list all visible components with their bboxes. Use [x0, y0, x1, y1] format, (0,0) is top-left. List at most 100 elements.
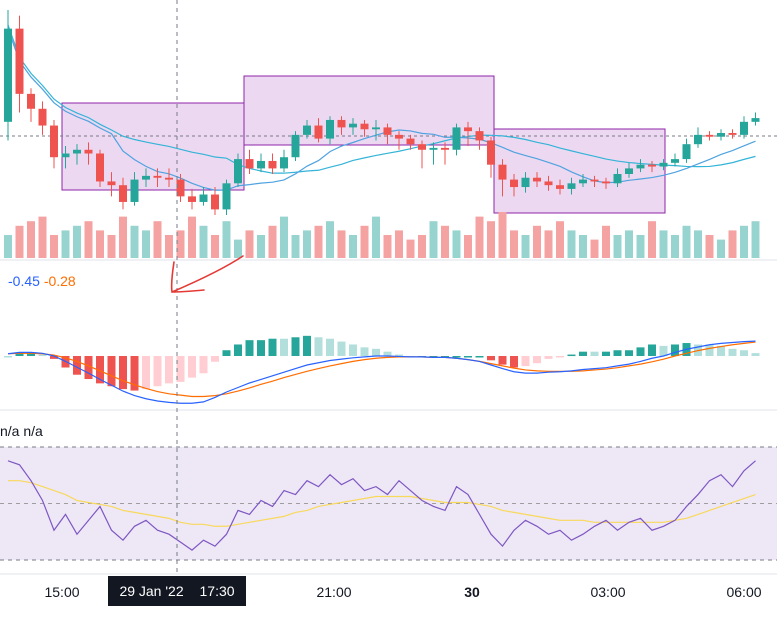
- volume-bar: [740, 225, 748, 258]
- candle[interactable]: [682, 144, 691, 160]
- macd-histogram-bar: [130, 356, 139, 391]
- candle[interactable]: [487, 140, 495, 165]
- candle[interactable]: [234, 159, 242, 184]
- macd-histogram-bar: [521, 356, 530, 367]
- candle[interactable]: [337, 119, 346, 128]
- volume-bar: [648, 221, 656, 258]
- candle[interactable]: [303, 125, 311, 135]
- volume-bar: [521, 235, 530, 258]
- candle[interactable]: [418, 144, 426, 150]
- candle[interactable]: [475, 131, 484, 141]
- candle[interactable]: [199, 194, 208, 202]
- volume-bar: [257, 235, 265, 258]
- candle[interactable]: [15, 28, 24, 94]
- candle[interactable]: [245, 159, 254, 169]
- volume-bar: [96, 230, 104, 258]
- macd-histogram-bar: [659, 345, 668, 356]
- candle[interactable]: [4, 28, 12, 122]
- candle[interactable]: [452, 127, 461, 150]
- candle[interactable]: [498, 164, 507, 180]
- candle[interactable]: [73, 149, 81, 154]
- candle[interactable]: [429, 147, 438, 150]
- candle[interactable]: [142, 175, 150, 180]
- volume-bar: [165, 235, 173, 258]
- candle[interactable]: [360, 123, 369, 130]
- candle[interactable]: [188, 196, 196, 202]
- candle[interactable]: [314, 125, 323, 139]
- candle[interactable]: [544, 181, 553, 186]
- volume-bar: [142, 230, 150, 258]
- range-box[interactable]: [61, 102, 245, 191]
- candle[interactable]: [659, 162, 668, 167]
- candle[interactable]: [648, 164, 656, 167]
- rsi-line: [7, 460, 756, 551]
- macd-histogram-bar: [487, 356, 495, 361]
- candle[interactable]: [280, 157, 288, 169]
- candle[interactable]: [27, 93, 35, 109]
- macd-histogram-bar: [15, 353, 24, 356]
- candle[interactable]: [751, 118, 760, 122]
- macd-histogram-bar: [556, 356, 564, 358]
- candle[interactable]: [694, 134, 702, 145]
- candle[interactable]: [395, 134, 403, 139]
- candle[interactable]: [291, 134, 300, 158]
- range-box[interactable]: [493, 128, 666, 214]
- candle[interactable]: [383, 127, 392, 135]
- candle[interactable]: [521, 177, 530, 188]
- candle[interactable]: [107, 181, 116, 186]
- candle[interactable]: [38, 108, 47, 126]
- candle[interactable]: [211, 194, 219, 210]
- volume-bar: [579, 235, 587, 258]
- candle[interactable]: [441, 147, 449, 150]
- volume-bar: [27, 221, 35, 258]
- candle[interactable]: [153, 175, 162, 178]
- volume-bar: [590, 239, 599, 258]
- candle[interactable]: [119, 185, 127, 202]
- candle[interactable]: [464, 127, 472, 132]
- candle[interactable]: [222, 183, 231, 210]
- candle[interactable]: [705, 134, 714, 137]
- candle[interactable]: [176, 179, 185, 197]
- candle[interactable]: [636, 164, 645, 169]
- rsi-band: [0, 447, 777, 560]
- candle[interactable]: [268, 160, 277, 169]
- macd-histogram-bar: [280, 338, 288, 356]
- candle[interactable]: [671, 159, 679, 163]
- annotation-arrow[interactable]: [170, 255, 244, 293]
- candle[interactable]: [590, 179, 599, 182]
- macd-histogram-bar: [234, 344, 242, 356]
- time-axis-tick: 06:00: [726, 584, 762, 600]
- candle[interactable]: [510, 179, 518, 188]
- candle[interactable]: [556, 185, 564, 189]
- candle[interactable]: [165, 177, 173, 180]
- candle[interactable]: [372, 127, 380, 130]
- candle[interactable]: [567, 183, 576, 189]
- candle[interactable]: [50, 125, 58, 158]
- volume-bar: [510, 230, 518, 258]
- candle[interactable]: [579, 179, 587, 184]
- candle[interactable]: [406, 138, 415, 145]
- macd-histogram-bar: [38, 354, 47, 357]
- range-box[interactable]: [243, 75, 495, 146]
- candle[interactable]: [96, 153, 104, 182]
- macd-legend: -0.45 -0.28: [8, 273, 76, 289]
- candle[interactable]: [717, 133, 725, 137]
- macd-histogram-bar: [176, 356, 185, 382]
- candle[interactable]: [533, 177, 541, 182]
- candle[interactable]: [740, 121, 748, 135]
- candle[interactable]: [130, 179, 139, 202]
- volume-bar: [395, 230, 403, 258]
- volume-bar: [291, 235, 300, 258]
- candle[interactable]: [61, 153, 70, 158]
- candle[interactable]: [326, 119, 334, 139]
- candle[interactable]: [728, 133, 737, 135]
- crosshair-time-label: 29 Jan '22 17:30: [108, 576, 246, 606]
- candle[interactable]: [625, 168, 633, 174]
- candle[interactable]: [613, 174, 622, 184]
- candle[interactable]: [84, 149, 93, 154]
- candle[interactable]: [257, 160, 265, 169]
- candle[interactable]: [602, 181, 610, 184]
- signal-value: -0.28: [43, 273, 76, 289]
- candle[interactable]: [349, 123, 357, 128]
